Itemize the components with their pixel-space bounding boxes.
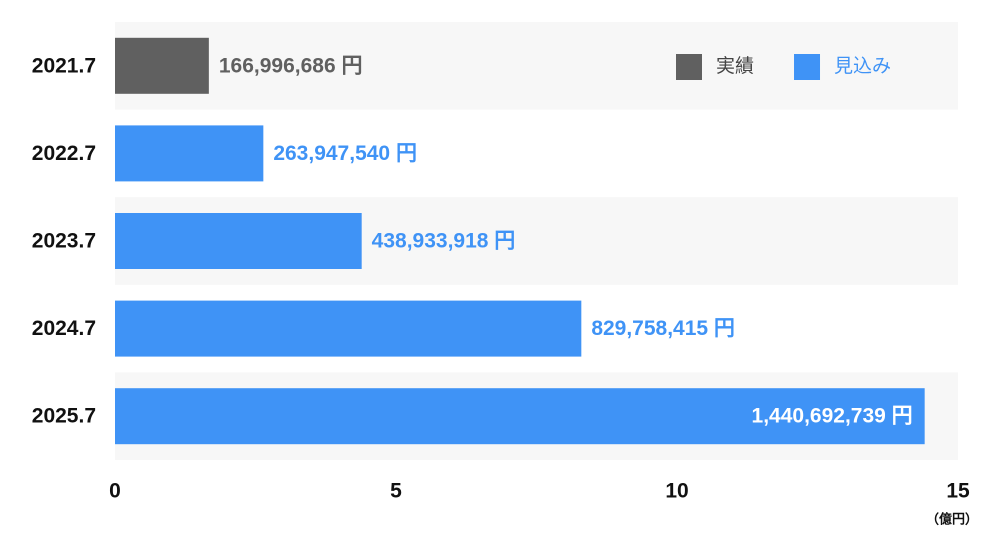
y-tick-label: 2025.7 (32, 405, 96, 428)
bar (115, 388, 925, 445)
legend-label: 見込み (834, 55, 891, 77)
value-label: 1,440,692,739 円 (752, 405, 913, 428)
y-tick-label: 2022.7 (32, 142, 96, 165)
y-tick-label: 2024.7 (32, 317, 96, 340)
bar (115, 37, 209, 94)
value-label: 263,947,540 円 (273, 142, 417, 165)
x-tick-label: 10 (665, 480, 688, 503)
value-label: 166,996,686 円 (219, 54, 363, 77)
bar (115, 300, 582, 357)
bar (115, 125, 264, 182)
y-tick-label: 2023.7 (32, 230, 96, 253)
x-tick-label: 15 (946, 480, 970, 503)
legend-swatch (794, 54, 821, 80)
x-tick-label: 5 (390, 480, 402, 503)
y-tick-label: 2021.7 (32, 54, 96, 77)
bar (115, 213, 362, 269)
legend-label: 実績 (716, 55, 754, 77)
legend-swatch (676, 54, 702, 80)
value-label: 438,933,918 円 (372, 230, 516, 253)
value-label: 829,758,415 円 (591, 317, 735, 340)
x-tick-label: 0 (109, 480, 121, 503)
axis-unit-label: （億円） (926, 511, 978, 526)
